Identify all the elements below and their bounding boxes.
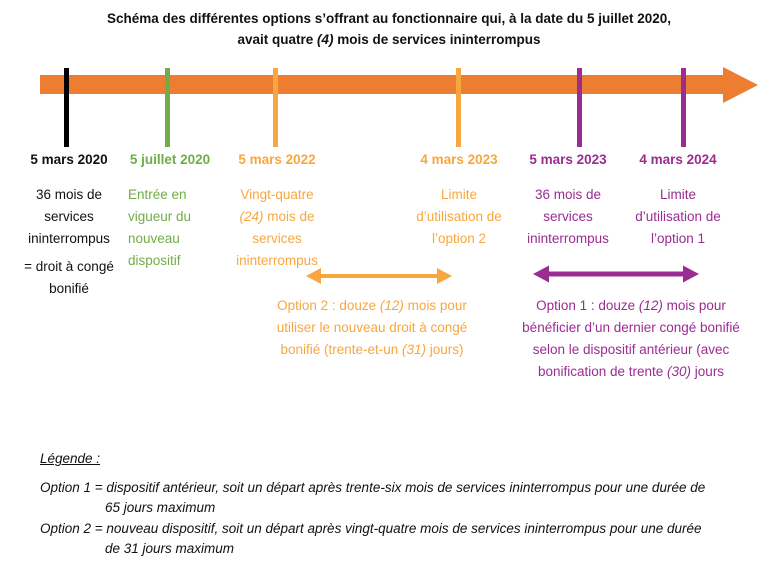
tick-5-mars-2022 bbox=[273, 68, 278, 147]
timeline-arrowhead-icon bbox=[723, 66, 758, 103]
option1-line: selon le dispositif antérieur (avec bbox=[532, 342, 730, 357]
legend: Légende : Option 1 = dispositif antérieu… bbox=[40, 449, 705, 560]
option2-text: Option 2 : douze (12) mois pour utiliser… bbox=[257, 295, 487, 361]
timeline-arrow bbox=[40, 75, 723, 94]
legend-entry-option1: Option 1 = dispositif antérieur, soit un… bbox=[40, 478, 705, 519]
event-5-mars-2023: 5 mars 2023 36 mois de services ininterr… bbox=[506, 152, 630, 250]
tick-5-juillet-2020 bbox=[165, 68, 170, 147]
option1-line: Option 1 : douze (12) mois pour bbox=[536, 298, 726, 313]
event-4-mars-2023: 4 mars 2023 Limite d’utilisation de l’op… bbox=[397, 152, 521, 250]
event-desc-line: dispositif bbox=[128, 253, 181, 268]
tick-4-mars-2023 bbox=[456, 68, 461, 147]
legend-title: Légende : bbox=[40, 451, 101, 466]
diagram-title-line-1: Schéma des différentes options s’offrant… bbox=[106, 11, 672, 26]
option1-text: Option 1 : douze (12) mois pour bénéfici… bbox=[502, 295, 760, 383]
event-5-mars-2022: 5 mars 2022 Vingt-quatre (24) mois de se… bbox=[215, 152, 339, 272]
tick-4-mars-2024 bbox=[681, 68, 686, 147]
legend-entry-line: Option 1 = dispositif antérieur, soit un… bbox=[40, 479, 706, 495]
event-description: Entrée en vigueur du nouveau dispositif bbox=[108, 184, 232, 272]
event-desc-line: Limite bbox=[440, 187, 477, 202]
event-desc-line: Limite bbox=[659, 187, 696, 202]
option1-range-arrow-icon bbox=[533, 265, 699, 283]
option2-line: bonifié (trente-et-un (31) jours) bbox=[280, 342, 464, 357]
event-desc-line: Entrée en bbox=[128, 187, 187, 202]
event-date: 5 mars 2020 bbox=[30, 152, 108, 167]
event-desc-line: services bbox=[252, 231, 302, 246]
event-description: 36 mois de services ininterrompus = droi… bbox=[7, 184, 131, 300]
event-desc-line: vigueur du bbox=[128, 209, 192, 224]
option2-line: utiliser le nouveau droit à congé bbox=[276, 320, 468, 335]
event-description: 36 mois de services ininterrompus bbox=[506, 184, 630, 250]
event-date: 5 juillet 2020 bbox=[129, 152, 211, 167]
event-description: Vingt-quatre (24) mois de services inint… bbox=[215, 184, 339, 272]
event-desc-line: d’utilisation de bbox=[635, 209, 721, 224]
event-desc-line: Vingt-quatre bbox=[240, 187, 314, 202]
event-description: Limite d’utilisation de l’option 2 bbox=[397, 184, 521, 250]
event-desc-line: services bbox=[543, 209, 593, 224]
event-date: 5 mars 2022 bbox=[238, 152, 316, 167]
event-desc-line: bonifié bbox=[49, 281, 89, 296]
event-desc-line: ininterrompus bbox=[236, 253, 318, 268]
event-5-mars-2020: 5 mars 2020 36 mois de services ininterr… bbox=[7, 152, 131, 300]
event-description: Limite d’utilisation de l’option 1 bbox=[616, 184, 740, 250]
event-4-mars-2024: 4 mars 2024 Limite d’utilisation de l’op… bbox=[616, 152, 740, 250]
option1-line: bénéficier d’un dernier congé bonifié bbox=[522, 320, 740, 335]
event-desc-line: = droit à congé bbox=[24, 259, 114, 274]
event-desc-line: d’utilisation de bbox=[416, 209, 502, 224]
event-desc-line: l’option 2 bbox=[431, 231, 487, 246]
event-desc-line: nouveau bbox=[128, 231, 180, 246]
option1-line: bonification de trente (30) jours bbox=[537, 364, 725, 379]
tick-5-mars-2020 bbox=[64, 68, 69, 147]
event-desc-line: (24) mois de bbox=[239, 209, 315, 224]
event-date: 5 mars 2023 bbox=[529, 152, 607, 167]
legend-entry-option2: Option 2 = nouveau dispositif, soit un d… bbox=[40, 519, 705, 560]
event-desc-line: 36 mois de bbox=[534, 187, 602, 202]
event-desc-line: ininterrompus bbox=[527, 231, 609, 246]
legend-entry-line: 65 jours maximum bbox=[105, 500, 216, 515]
option2-range-arrow-icon bbox=[306, 268, 452, 284]
event-desc-line: 36 mois de bbox=[35, 187, 103, 202]
event-desc-line: ininterrompus bbox=[28, 231, 110, 246]
event-date: 4 mars 2023 bbox=[420, 152, 498, 167]
diagram-title-line-2: avait quatre (4) mois de services ininte… bbox=[237, 32, 541, 47]
event-5-juillet-2020: 5 juillet 2020 Entrée en vigueur du nouv… bbox=[108, 152, 232, 272]
event-desc-line: l’option 1 bbox=[650, 231, 706, 246]
legend-entry-line: Option 2 = nouveau dispositif, soit un d… bbox=[40, 520, 702, 536]
tick-5-mars-2023 bbox=[577, 68, 582, 147]
diagram-title: Schéma des différentes options s’offrant… bbox=[0, 8, 778, 50]
legend-entry-line: de 31 jours maximum bbox=[105, 541, 235, 556]
option2-line: Option 2 : douze (12) mois pour bbox=[277, 298, 467, 313]
event-desc-line: services bbox=[44, 209, 94, 224]
event-date: 4 mars 2024 bbox=[639, 152, 717, 167]
